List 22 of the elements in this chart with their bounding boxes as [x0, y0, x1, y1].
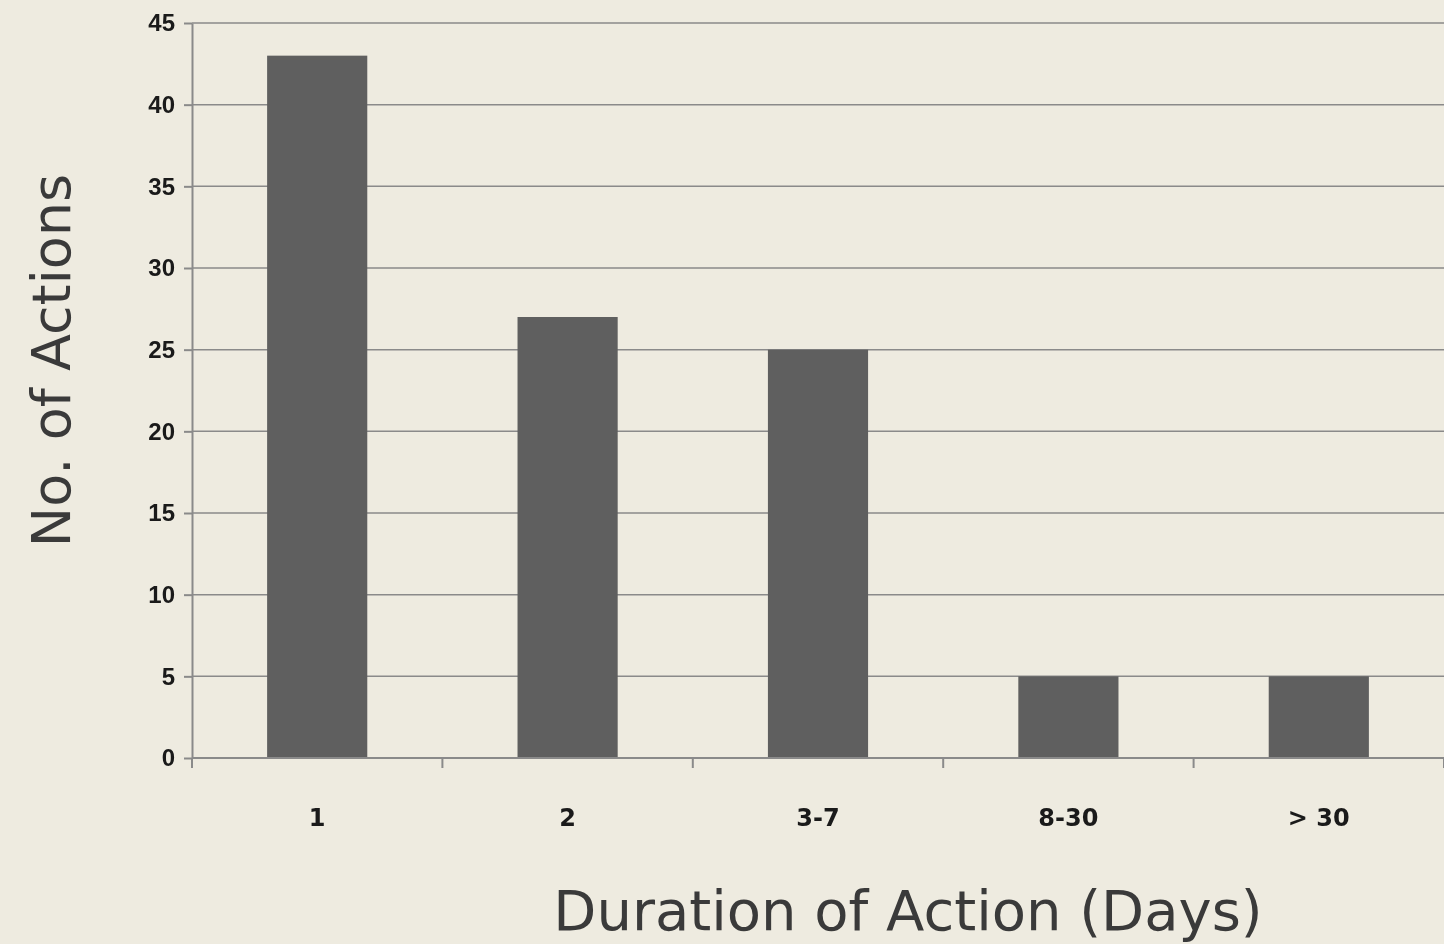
y-tick-label: 40	[148, 90, 175, 118]
y-tick-label: 5	[161, 662, 175, 690]
bar	[767, 349, 869, 758]
y-tick-label: 35	[148, 172, 175, 200]
y-tick-label: 15	[148, 499, 175, 527]
bar	[267, 55, 368, 758]
bar	[1018, 676, 1119, 758]
bar	[1268, 676, 1369, 758]
y-tick-label: 20	[148, 417, 175, 445]
bar	[517, 317, 618, 758]
x-tick-label: 8-30	[1038, 804, 1099, 832]
x-tick-label: 2	[559, 804, 576, 832]
y-axis-title: No. of Actions	[20, 173, 83, 548]
y-tick-label: 25	[148, 335, 175, 363]
y-tick-label: 45	[148, 9, 175, 37]
x-axis-title: Duration of Action (Days)	[553, 878, 1263, 943]
y-tick-label: 10	[148, 580, 175, 608]
x-tick-label: 1	[308, 804, 326, 832]
y-tick-label: 0	[161, 744, 175, 772]
y-tick-label: 30	[148, 254, 175, 282]
x-tick-label: 3-7	[796, 804, 840, 832]
x-tick-label: > 30	[1287, 804, 1350, 832]
